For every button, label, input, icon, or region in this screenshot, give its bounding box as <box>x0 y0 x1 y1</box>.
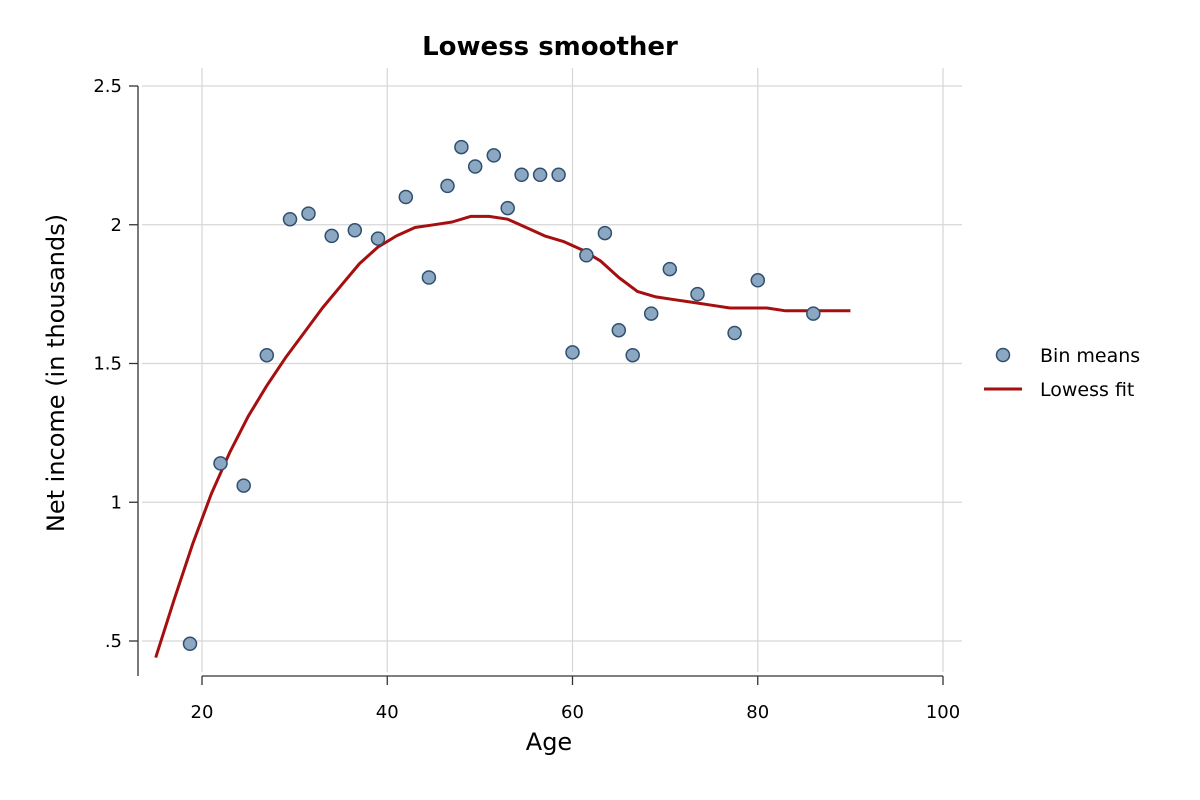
chart-title: Lowess smoother <box>422 32 678 62</box>
y-axis-label: Net income (in thousands) <box>42 214 70 532</box>
bin-mean-point <box>347 223 363 238</box>
x-tick-label: 40 <box>376 702 399 723</box>
bin-mean-point <box>486 148 502 163</box>
bin-mean-point <box>440 178 455 194</box>
y-tick-label: 2.5 <box>93 76 122 97</box>
bin-mean-point <box>500 200 515 216</box>
legend-label-lowess-fit: Lowess fit <box>1040 379 1134 401</box>
bin-mean-point <box>662 261 678 277</box>
y-tick-label: 1 <box>111 492 122 513</box>
legend: Bin means Lowess fit <box>984 345 1140 401</box>
bin-mean-point <box>750 273 766 288</box>
bin-mean-point <box>282 211 298 227</box>
bin-mean-point <box>727 325 742 341</box>
y-tick-label: 1.5 <box>93 354 122 375</box>
bin-mean-point <box>236 478 251 493</box>
bin-mean-point <box>643 306 659 321</box>
bin-mean-point <box>467 159 483 174</box>
bin-mean-point <box>611 322 627 338</box>
bin-mean-point <box>370 231 386 246</box>
bin-mean-point <box>213 456 228 471</box>
tick-labels: 20 40 60 80 100 .5 1 1.5 2 2.5 <box>93 76 960 723</box>
bin-mean-point <box>454 139 469 155</box>
legend-label-bin-means: Bin means <box>1040 345 1140 367</box>
x-tick-label: 20 <box>191 702 214 723</box>
bin-mean-point <box>551 167 566 183</box>
x-tick-label: 80 <box>746 702 769 723</box>
bin-mean-point <box>625 347 640 363</box>
bin-mean-point <box>259 347 275 363</box>
bin-mean-point <box>514 167 529 183</box>
axes <box>129 85 944 685</box>
bin-mean-point <box>690 286 705 302</box>
bin-mean-point <box>532 167 548 183</box>
bin-mean-point <box>398 189 414 205</box>
bin-mean-point <box>565 345 580 360</box>
line-series <box>154 214 851 659</box>
x-tick-label: 100 <box>926 702 960 723</box>
y-tick-label: .5 <box>105 631 122 652</box>
bin-mean-point <box>421 270 437 285</box>
y-tick-label: 2 <box>111 215 122 236</box>
x-tick-label: 60 <box>561 702 584 723</box>
bin-mean-point <box>579 248 594 263</box>
bin-mean-point <box>182 636 198 652</box>
bin-mean-point <box>806 306 821 321</box>
scatter-series <box>182 139 821 652</box>
lowess-fit-line <box>154 214 851 659</box>
grid-lines <box>142 68 962 672</box>
bin-mean-point <box>324 228 339 244</box>
x-axis-label: Age <box>526 728 572 756</box>
legend-marker-bin-means <box>995 347 1011 363</box>
bin-mean-point <box>301 206 316 221</box>
bin-mean-point <box>597 225 613 241</box>
